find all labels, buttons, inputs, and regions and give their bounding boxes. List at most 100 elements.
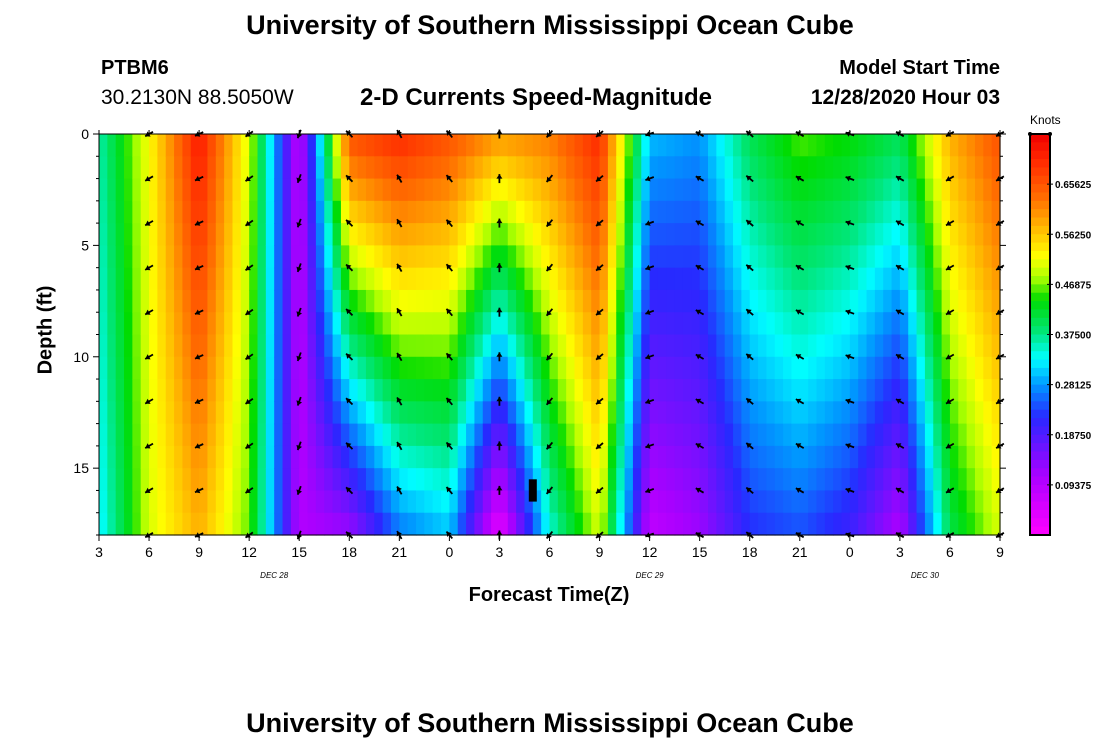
heatmap-cell [958,267,968,291]
heatmap-cell [908,512,918,536]
heatmap-cell [941,200,951,224]
heatmap-cell [190,312,200,336]
heatmap-cell [666,490,676,514]
heatmap-cell [708,156,717,180]
heatmap-cell [190,445,200,469]
heatmap-cell [257,178,267,202]
heatmap-cell [549,312,559,336]
vector-head [396,174,402,181]
heatmap-cell [682,289,692,313]
heatmap-cell [874,223,884,246]
heatmap-cell [449,178,459,202]
heatmap-cell [858,445,868,469]
heatmap-cell [557,512,567,536]
heatmap-cell [708,312,717,336]
heatmap-cell [682,312,692,336]
heatmap-cell [407,267,417,291]
heatmap-cell [115,334,125,358]
current-vector [595,397,604,405]
heatmap-cell [232,512,242,536]
heatmap-cell [307,289,317,313]
heatmap-cell [290,334,300,358]
heatmap-cell [257,468,267,492]
heatmap-cell [240,445,250,469]
heatmap-cell [140,156,150,180]
heatmap-cell [132,334,142,358]
heatmap-cell [532,401,542,425]
heatmap-cell [816,490,826,514]
heatmap-cell [582,512,592,536]
heatmap-cell [340,490,350,514]
heatmap-cell [482,379,492,402]
heatmap-cell [466,289,476,313]
heatmap-cell [824,334,834,358]
heatmap-cell [657,401,667,425]
colorbar-segment [1030,292,1050,302]
heatmap-cell [207,490,217,514]
heatmap-cell [891,334,901,358]
heatmap-cell [190,200,200,224]
heatmap-cell [449,200,459,224]
heatmap-cell [424,134,434,157]
heatmap-cell [390,445,400,469]
heatmap-cell [265,200,275,224]
heatmap-cell [708,334,717,358]
heatmap-cell [666,223,676,246]
heatmap-cell [207,379,217,402]
heatmap-cell [624,289,634,313]
heatmap-cell [390,312,400,336]
heatmap-cell [491,223,501,246]
heatmap-cell [741,312,751,336]
heatmap-cell [874,356,884,380]
heatmap-cell [524,356,534,380]
x-tick-label: 15 [692,544,708,560]
heatmap-cell [149,468,158,492]
heatmap-cell [274,200,284,224]
heatmap-cell [140,245,150,269]
heatmap-cell [549,334,559,358]
heatmap-cell [199,334,209,358]
heatmap-cell [774,423,784,447]
heatmap-cell [974,267,984,291]
heatmap-cell [941,289,951,313]
heatmap-cell [174,468,184,492]
heatmap-cell [741,134,751,157]
heatmap-cell [374,423,384,447]
heatmap-cell [774,379,784,402]
heatmap-cell [966,379,976,402]
heatmap-cell [324,401,334,425]
heatmap-cell [599,267,609,291]
heatmap-cell [532,134,542,157]
heatmap-cell [416,156,425,180]
heatmap-cell [174,312,184,336]
heatmap-cell [332,445,342,469]
heatmap-cell [808,223,818,246]
vector-head [845,354,851,360]
heatmap-cell [149,334,158,358]
heatmap-cell [124,156,133,180]
heatmap-cell [833,223,843,246]
heatmap-cell [641,223,651,246]
heatmap-cell [983,289,993,313]
heatmap-cell [190,334,200,358]
heatmap-cell [607,356,617,380]
heatmap-cell [240,245,250,269]
heatmap-cell [357,356,367,380]
heatmap-cell [874,379,884,402]
heatmap-cell [157,245,167,269]
heatmap-cell [541,178,551,202]
heatmap-cell [858,356,868,380]
vector-head [845,443,851,449]
heatmap-cell [174,490,184,514]
heatmap-cell [382,512,392,536]
heatmap-cell [466,134,476,157]
heatmap-cell [466,223,476,246]
heatmap-cell [382,401,392,425]
current-vector [795,398,805,405]
heatmap-cell [941,468,951,492]
heatmap-cell [157,312,167,336]
heatmap-cell [866,356,876,380]
heatmap-cell [749,245,759,269]
heatmap-cell [766,356,776,380]
